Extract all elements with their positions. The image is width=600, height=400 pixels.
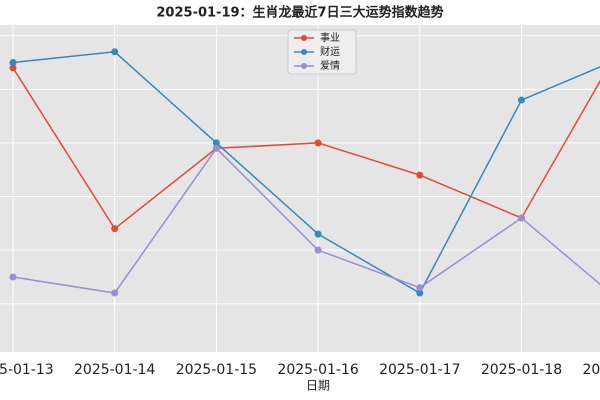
data-point [518, 214, 525, 222]
lines [9, 48, 600, 297]
chart-title: 2025-01-19：生肖龙最近7日三大运势指数趋势 [156, 5, 443, 21]
plot-area [0, 25, 600, 352]
x-axis-label: 日期 [306, 379, 330, 393]
x-tick-label: 2025-01-15 [176, 362, 257, 378]
data-point [111, 48, 119, 56]
grid: 2025-01-13 2025-01-14 2025-01-15 2025-01-16… [0, 25, 600, 378]
data-point [212, 139, 220, 147]
legend-marker [301, 63, 307, 69]
x-tick-label: 2025-01-17 [379, 362, 460, 378]
data-point [111, 225, 119, 233]
legend-label: 事业 [320, 31, 340, 44]
data-point [416, 284, 424, 292]
data-point [9, 59, 17, 67]
legend-marker [301, 35, 307, 41]
data-point [416, 289, 424, 297]
x-tick-label: 2025-01-14 [74, 362, 155, 378]
x-tick-label: 2025-01-13 [0, 362, 54, 378]
data-point [212, 144, 220, 152]
x-tick-label: 2025-01-19 [583, 362, 600, 378]
data-point [314, 246, 322, 254]
legend-label: 财运 [320, 45, 340, 58]
data-point [9, 64, 17, 72]
x-tick-label: 2025-01-18 [481, 362, 562, 378]
legend-box [287, 29, 357, 75]
data-point [111, 289, 119, 297]
data-point [416, 171, 424, 179]
x-tick-label: 2025-01-16 [277, 362, 358, 378]
data-point [518, 96, 525, 104]
data-point [9, 273, 17, 281]
data-point [314, 230, 322, 238]
data-point [314, 139, 322, 147]
legend-marker [301, 49, 307, 55]
legend-label: 爱情 [320, 59, 340, 72]
